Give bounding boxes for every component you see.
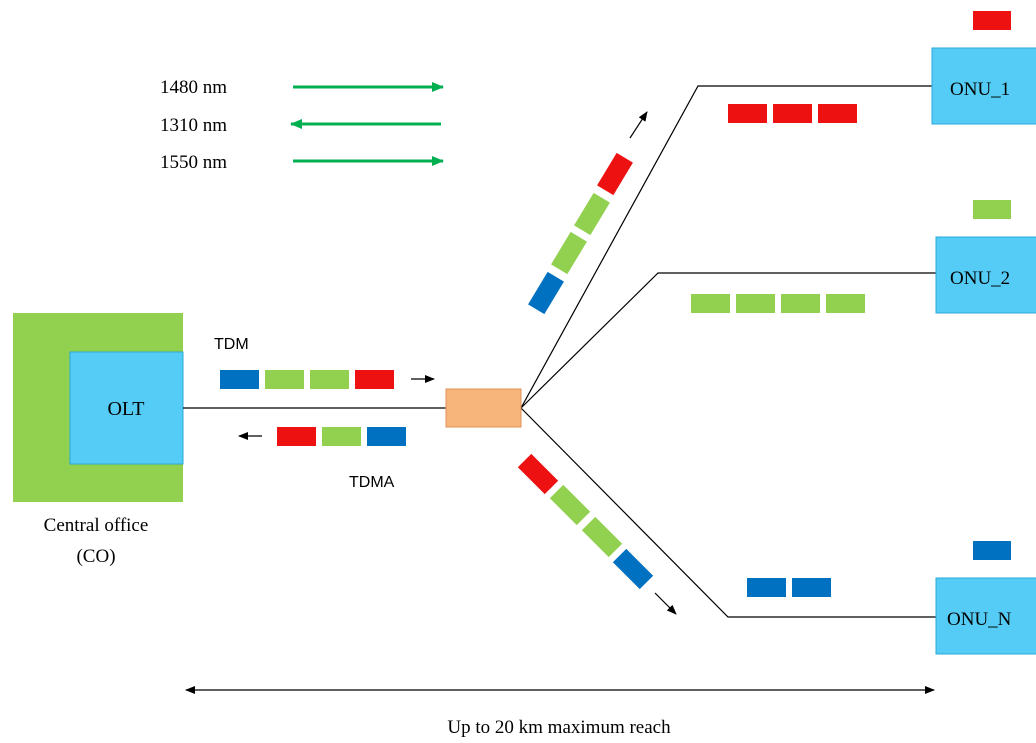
onu-n-branch-frames xyxy=(747,578,831,597)
reach-label: Up to 20 km maximum reach xyxy=(447,717,671,738)
branch-slot-green xyxy=(691,294,730,313)
broadcast-slot-green xyxy=(551,231,587,275)
reach-indicator: Up to 20 km maximum reach xyxy=(185,686,935,738)
onu-1-box xyxy=(931,47,1036,125)
branch-slot-red xyxy=(728,104,767,123)
onu-1-slot-red xyxy=(973,11,1011,30)
tdma-upstream: TDMA xyxy=(238,427,406,491)
fiber-lines xyxy=(183,85,936,618)
branch-slot-blue xyxy=(792,578,831,597)
olt-box xyxy=(69,351,184,465)
broadcast-frames-up xyxy=(528,111,648,315)
onu-1-label: ONU_1 xyxy=(950,79,1010,100)
onu-n-slot-blue xyxy=(973,541,1011,560)
broadcast-slot-green xyxy=(581,516,623,558)
central-office-abbrev: (CO) xyxy=(76,546,115,567)
olt-label: OLT xyxy=(107,398,144,420)
onu-n-label: ONU_N xyxy=(947,609,1012,630)
branch-slot-red xyxy=(773,104,812,123)
broadcast-slot-red xyxy=(597,152,633,196)
onu-1: ONU_1 xyxy=(931,11,1036,125)
broadcast-direction-arrow xyxy=(629,111,648,139)
onu-2-label: ONU_2 xyxy=(950,268,1010,289)
tdma-slot-blue xyxy=(367,427,406,446)
branch-slot-blue xyxy=(747,578,786,597)
central-office-label: Central office xyxy=(44,515,149,536)
broadcast-slot-green xyxy=(549,484,591,526)
wavelength-legend: 1480 nm 1310 nm 1550 nm xyxy=(160,77,444,173)
broadcast-slot-red xyxy=(517,453,559,495)
broadcast-frames-down xyxy=(517,453,677,615)
broadcast-slot-blue xyxy=(528,271,564,315)
broadcast-slot-green xyxy=(574,192,610,236)
branch-slot-red xyxy=(818,104,857,123)
drop-fiber-onu-n xyxy=(520,407,936,618)
onu-1-branch-frames xyxy=(728,104,857,123)
wavelength-label-1550: 1550 nm xyxy=(160,152,227,173)
tdm-slot-green xyxy=(265,370,304,389)
wavelength-label-1310: 1310 nm xyxy=(160,115,227,136)
tdm-downstream: TDM xyxy=(214,336,435,389)
onu-2-box xyxy=(935,236,1036,314)
onu-n-box xyxy=(935,577,1036,655)
branch-slot-green xyxy=(781,294,820,313)
tdm-label: TDM xyxy=(214,336,249,353)
tdm-slot-red xyxy=(355,370,394,389)
onu-2: ONU_2 xyxy=(935,200,1036,314)
onu-2-slot-green xyxy=(973,200,1011,219)
branch-slot-green xyxy=(736,294,775,313)
broadcast-direction-arrow xyxy=(654,592,677,615)
wavelength-label-1480: 1480 nm xyxy=(160,77,227,98)
tdma-slot-red xyxy=(277,427,316,446)
drop-fiber-onu-1 xyxy=(520,85,932,409)
tdma-slot-green xyxy=(322,427,361,446)
optical-splitter xyxy=(445,388,522,428)
branch-slot-green xyxy=(826,294,865,313)
onu-2-branch-frames xyxy=(691,294,865,313)
onu-n: ONU_N xyxy=(935,541,1036,655)
central-office: OLT Central office (CO) xyxy=(13,313,184,567)
tdma-label: TDMA xyxy=(349,474,395,491)
drop-fiber-onu-2 xyxy=(520,272,936,409)
tdm-slot-green xyxy=(310,370,349,389)
broadcast-slot-blue xyxy=(612,548,654,590)
tdm-slot-blue xyxy=(220,370,259,389)
